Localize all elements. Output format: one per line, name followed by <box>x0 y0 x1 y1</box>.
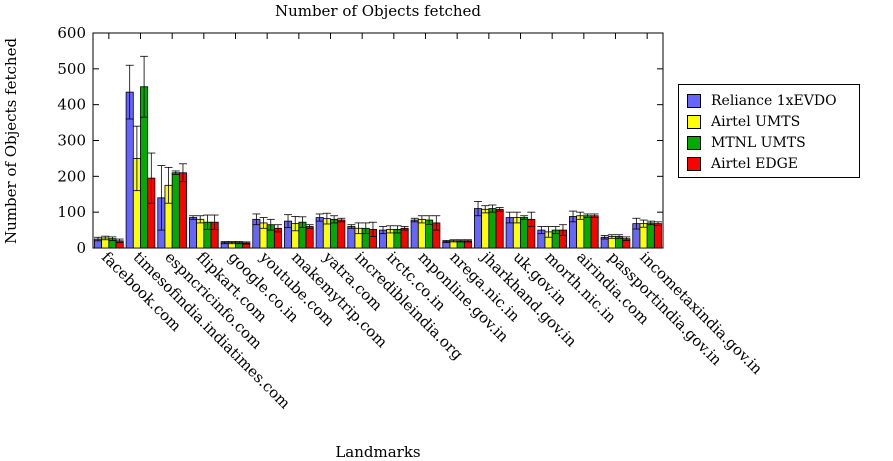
bar <box>347 226 356 249</box>
bar <box>196 218 205 249</box>
legend-swatch <box>687 157 701 171</box>
legend-swatch <box>687 115 701 129</box>
plot-area: 0100200300400500600facebook.comtimesofin… <box>57 24 766 412</box>
y-axis-label: Number of Objects fetched <box>2 38 20 244</box>
bar <box>583 215 592 249</box>
chart-title: Number of Objects fetched <box>275 2 481 20</box>
bar <box>646 222 655 249</box>
bar <box>330 218 339 249</box>
legend-item: MTNL UMTS <box>687 134 806 152</box>
bar <box>305 226 314 249</box>
legend-label: Reliance 1xEVDO <box>711 93 837 109</box>
legend: Reliance 1xEVDO Airtel UMTS MTNL UMTS Airte… <box>678 84 860 178</box>
bar <box>576 215 585 249</box>
bar <box>315 217 324 249</box>
bar <box>178 172 187 249</box>
y-tick-label: 400 <box>57 96 86 114</box>
bar <box>653 223 662 249</box>
x-axis-label: Landmarks <box>335 443 420 461</box>
bar <box>495 208 504 249</box>
bar <box>189 217 198 249</box>
bar <box>590 215 599 249</box>
legend-item: Airtel UMTS <box>687 113 800 131</box>
y-tick-label: 200 <box>57 167 86 185</box>
bar <box>171 172 180 249</box>
legend-item: Airtel EDGE <box>687 155 798 173</box>
bar <box>417 218 426 249</box>
bar <box>400 227 409 249</box>
x-tick-label: incometaxindia.gov.in <box>636 248 766 378</box>
bar <box>481 208 490 249</box>
y-tick-label: 100 <box>57 203 86 221</box>
legend-swatch <box>687 94 701 108</box>
bar <box>337 219 346 249</box>
bar <box>520 217 529 249</box>
bar <box>488 208 497 249</box>
legend-label: Airtel UMTS <box>711 114 801 130</box>
y-tick-label: 300 <box>57 132 86 150</box>
legend-item: Reliance 1xEVDO <box>687 92 837 110</box>
legend-swatch <box>687 136 701 150</box>
y-tick-label: 500 <box>57 60 86 78</box>
legend-label: MTNL UMTS <box>711 135 806 151</box>
y-tick-label: 600 <box>57 24 86 42</box>
legend-label: Airtel EDGE <box>711 156 798 172</box>
y-tick-label: 0 <box>76 239 86 257</box>
bar <box>410 219 419 249</box>
